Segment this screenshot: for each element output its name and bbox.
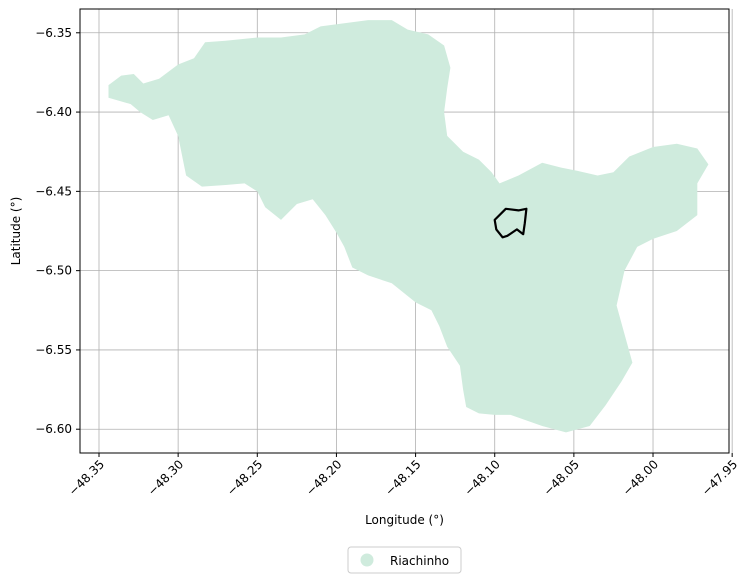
x-axis-ticks: −48.35 −48.30 −48.25 −48.20 −48.15 −48.10 −48.…	[66, 453, 740, 499]
y-tick-label-0: −6.35	[35, 26, 72, 40]
legend-box	[347, 546, 462, 574]
x-tick-label-4: −48.15	[382, 457, 423, 498]
y-tick-label-3: −6.50	[35, 264, 72, 278]
x-tick-label-0: −48.35	[66, 457, 107, 498]
plot-frame	[79, 8, 730, 454]
legend-marker	[360, 553, 374, 567]
x-tick-label-6: −48.05	[541, 457, 582, 498]
x-tick-label-1: −48.30	[145, 457, 186, 498]
legend: Riachinho	[347, 546, 462, 574]
riachinho-region	[108, 20, 709, 433]
x-tick-label-8: −47.95	[699, 457, 740, 498]
y-tick-label-1: −6.40	[35, 105, 72, 119]
y-axis-label: Latitude (°)	[9, 197, 23, 266]
y-axis-ticks: −6.35 −6.40 −6.45 −6.50 −6.55 −6.60	[35, 26, 80, 436]
y-tick-label-5: −6.60	[35, 422, 72, 436]
x-tick-label-3: −48.20	[303, 457, 344, 498]
y-tick-label-2: −6.45	[35, 184, 72, 198]
outline-polygon	[493, 207, 528, 239]
x-tick-label-2: −48.25	[224, 457, 265, 498]
y-tick-label-4: −6.55	[35, 343, 72, 357]
legend-label: Riachinho	[390, 554, 449, 568]
x-axis-label: Longitude (°)	[365, 513, 444, 527]
x-tick-label-7: −48.00	[620, 457, 661, 498]
x-tick-label-5: −48.10	[462, 457, 503, 498]
